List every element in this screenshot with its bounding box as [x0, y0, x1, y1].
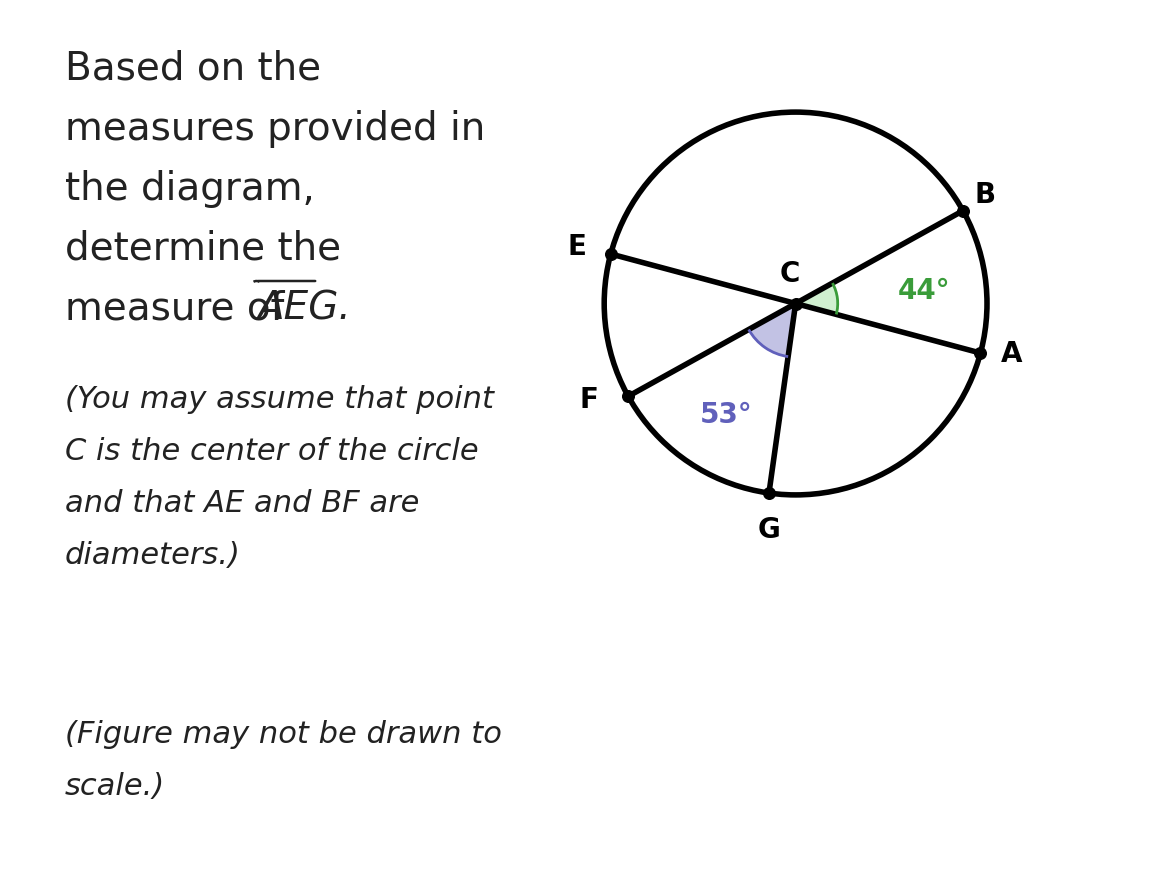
Text: AEG.: AEG. [257, 289, 351, 328]
Text: measures provided in: measures provided in [66, 109, 486, 148]
Text: (Figure may not be drawn to: (Figure may not be drawn to [66, 720, 502, 748]
Text: determine the: determine the [66, 229, 342, 268]
Point [971, 347, 990, 361]
Text: diameters.): diameters.) [66, 541, 241, 569]
Text: E: E [567, 232, 586, 260]
Text: C is the center of the circle: C is the center of the circle [66, 436, 479, 466]
Wedge shape [749, 304, 796, 357]
Text: and that AE and BF are: and that AE and BF are [66, 488, 419, 517]
Text: 53°: 53° [700, 401, 752, 428]
Text: G: G [758, 516, 780, 544]
Text: A: A [1000, 340, 1023, 368]
Text: B: B [975, 181, 996, 209]
Text: 44°: 44° [897, 276, 950, 304]
Text: the diagram,: the diagram, [66, 169, 315, 208]
Text: F: F [579, 386, 598, 414]
Text: (You may assume that point: (You may assume that point [66, 385, 494, 414]
Text: scale.): scale.) [66, 771, 165, 800]
Text: Based on the: Based on the [66, 50, 321, 88]
Point [601, 248, 620, 262]
Text: C: C [780, 260, 800, 288]
Point [954, 204, 972, 218]
Text: measure of: measure of [66, 289, 297, 328]
Point [619, 390, 638, 404]
Point [786, 297, 805, 311]
Point [759, 487, 778, 501]
Wedge shape [796, 284, 838, 315]
